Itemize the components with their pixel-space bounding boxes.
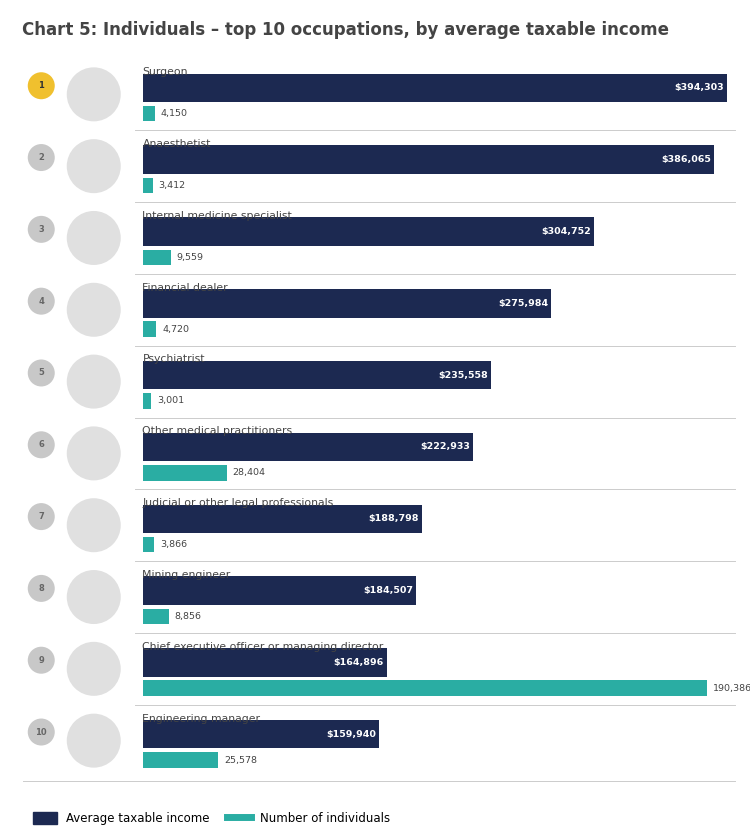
Text: 25,578: 25,578 <box>224 756 257 765</box>
Text: 2: 2 <box>38 153 44 162</box>
Text: $275,984: $275,984 <box>498 299 548 308</box>
Bar <box>142 393 152 409</box>
Text: 8,856: 8,856 <box>175 612 202 621</box>
Text: 3,412: 3,412 <box>158 181 186 190</box>
Text: Financial dealer: Financial dealer <box>142 282 228 292</box>
Bar <box>142 752 218 768</box>
Text: 10: 10 <box>35 727 47 736</box>
Text: Judicial or other legal professionals: Judicial or other legal professionals <box>142 498 334 508</box>
Text: $222,933: $222,933 <box>420 443 470 452</box>
Bar <box>142 289 551 317</box>
Text: 9,559: 9,559 <box>177 253 204 262</box>
Bar <box>142 361 491 389</box>
Text: 9: 9 <box>38 655 44 665</box>
Text: Mining engineer: Mining engineer <box>142 569 231 579</box>
Text: 7: 7 <box>38 512 44 521</box>
Text: $235,558: $235,558 <box>439 371 488 380</box>
Text: 28,404: 28,404 <box>232 468 266 478</box>
Bar <box>142 609 169 625</box>
Bar <box>142 720 380 748</box>
Text: 190,386: 190,386 <box>712 684 750 693</box>
Bar <box>142 576 416 605</box>
Bar <box>142 648 387 676</box>
Text: $164,896: $164,896 <box>334 658 384 667</box>
Text: 5: 5 <box>38 368 44 377</box>
Bar <box>142 217 594 245</box>
Text: 3: 3 <box>38 225 44 234</box>
Text: 3,001: 3,001 <box>158 397 184 406</box>
Text: $304,752: $304,752 <box>542 227 591 236</box>
Bar <box>142 433 472 461</box>
Bar <box>142 73 727 102</box>
Text: $184,507: $184,507 <box>363 586 413 595</box>
Text: Internal medicine specialist: Internal medicine specialist <box>142 210 292 220</box>
Bar <box>142 178 152 194</box>
Bar <box>142 321 157 337</box>
Text: 4,720: 4,720 <box>163 325 190 334</box>
Text: Psychiatrist: Psychiatrist <box>142 354 205 364</box>
Text: 4,150: 4,150 <box>160 109 188 119</box>
Bar <box>142 250 171 266</box>
Text: Engineering manager: Engineering manager <box>142 713 260 723</box>
Text: 4: 4 <box>38 296 44 306</box>
Text: $386,065: $386,065 <box>662 155 712 164</box>
Legend: Average taxable income, Number of individuals: Average taxable income, Number of indivi… <box>28 807 395 829</box>
Text: 8: 8 <box>38 584 44 593</box>
Text: Chief executive officer or managing director: Chief executive officer or managing dire… <box>142 641 384 651</box>
Bar <box>142 681 706 696</box>
Bar <box>142 145 714 174</box>
Bar <box>142 504 422 533</box>
Text: 6: 6 <box>38 440 44 449</box>
Text: $188,798: $188,798 <box>369 514 419 524</box>
Text: Chart 5: Individuals – top 10 occupations, by average taxable income: Chart 5: Individuals – top 10 occupation… <box>22 21 670 39</box>
Text: $394,303: $394,303 <box>674 84 724 93</box>
Text: Anaesthetist: Anaesthetist <box>142 139 211 149</box>
Text: Surgeon: Surgeon <box>142 67 188 77</box>
Text: Other medical practitioners: Other medical practitioners <box>142 426 292 436</box>
Bar <box>142 106 154 122</box>
Text: $159,940: $159,940 <box>326 730 376 739</box>
Text: 1: 1 <box>38 81 44 90</box>
Text: 3,866: 3,866 <box>160 540 187 549</box>
Bar <box>142 537 154 553</box>
Bar <box>142 465 226 481</box>
